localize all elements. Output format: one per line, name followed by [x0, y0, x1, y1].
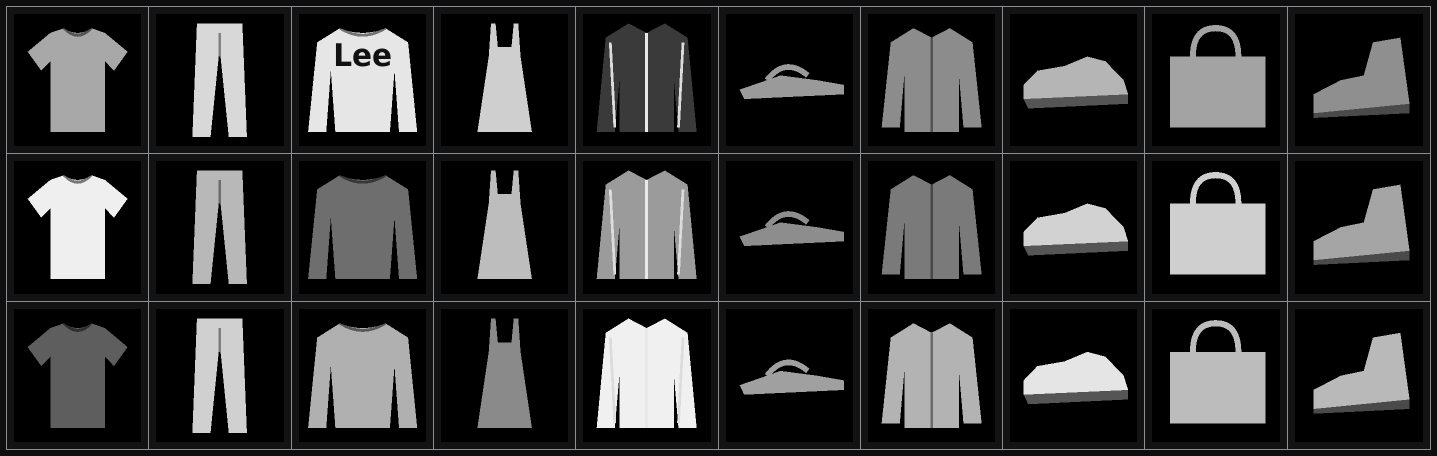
- thumbnail: [867, 308, 996, 442]
- image-cell: [433, 7, 577, 155]
- image-grid: Lee: [6, 6, 1431, 450]
- image-cell: [860, 154, 1004, 302]
- sneaker-icon: [1023, 56, 1129, 109]
- image-cell: [1145, 301, 1288, 449]
- image-cell: [7, 154, 150, 302]
- image-cell: [1145, 154, 1288, 302]
- image-cell: [433, 154, 577, 302]
- thumbnail: [1152, 14, 1280, 147]
- thumbnail: [1010, 14, 1138, 147]
- thumbnail: [725, 14, 853, 147]
- thumbnail: [1152, 161, 1280, 294]
- thumbnail: Lee: [298, 14, 426, 147]
- coat-icon: [596, 170, 697, 280]
- thumbnail: [583, 161, 711, 294]
- thumbnail: [14, 161, 142, 294]
- sandal-icon: [739, 359, 844, 395]
- image-cell: [149, 7, 292, 155]
- image-cell: [1003, 301, 1146, 449]
- image-cell: [860, 7, 1004, 155]
- image-cell: [291, 301, 434, 449]
- thumbnail: [14, 308, 142, 442]
- image-cell: [860, 301, 1004, 449]
- thumbnail: [156, 14, 284, 147]
- image-cell: [433, 301, 577, 449]
- thumbnail: [1152, 308, 1280, 442]
- trouser-icon: [192, 23, 248, 137]
- image-cell: [1287, 301, 1430, 449]
- pullover-icon: Lee: [307, 26, 417, 133]
- thumbnail: [1294, 308, 1423, 442]
- ankle-boot-icon: [1313, 37, 1410, 118]
- thumbnail: [1294, 161, 1423, 294]
- image-cell: [7, 7, 150, 155]
- image-cell: [291, 154, 434, 302]
- thumbnail: [156, 161, 284, 294]
- trouser-icon: [192, 318, 248, 433]
- dress-icon: [477, 23, 532, 133]
- thumbnail: [440, 308, 569, 442]
- image-cell: [1003, 154, 1146, 302]
- tshirt-icon: [27, 27, 128, 133]
- thumbnail: [1294, 14, 1423, 147]
- image-cell: [718, 301, 861, 449]
- thumbnail: [156, 308, 284, 442]
- shirt-icon: [881, 28, 982, 133]
- sneaker-icon: [1023, 351, 1129, 404]
- tshirt-icon: [27, 174, 128, 280]
- image-cell: Lee: [291, 7, 434, 155]
- bag-icon: [1170, 319, 1267, 423]
- thumbnail: [14, 14, 142, 147]
- thumbnail: [298, 308, 426, 442]
- dress-icon: [477, 318, 532, 428]
- coat-icon: [596, 23, 697, 133]
- thumbnail: [583, 308, 711, 442]
- svg-text:Lee: Lee: [333, 38, 392, 74]
- thumbnail: [583, 14, 711, 147]
- ankle-boot-icon: [1313, 332, 1410, 414]
- coat-icon: [596, 318, 697, 428]
- pullover-icon: [307, 321, 417, 428]
- thumbnail: [867, 161, 996, 294]
- thumbnail: [725, 161, 853, 294]
- image-cell: [718, 7, 861, 155]
- sandal-icon: [739, 64, 844, 100]
- ankle-boot-icon: [1313, 184, 1410, 266]
- dress-icon: [477, 170, 532, 280]
- bag-icon: [1170, 172, 1267, 275]
- bag-icon: [1170, 25, 1267, 128]
- thumbnail: [1010, 308, 1138, 442]
- image-cell: [718, 154, 861, 302]
- image-cell: [576, 7, 719, 155]
- image-cell: [1145, 7, 1288, 155]
- image-cell: [149, 154, 292, 302]
- thumbnail: [1010, 161, 1138, 294]
- image-cell: [149, 301, 292, 449]
- image-cell: [576, 301, 719, 449]
- tshirt-icon: [27, 321, 128, 428]
- shirt-icon: [881, 175, 982, 280]
- thumbnail: [867, 14, 996, 147]
- image-cell: [1287, 154, 1430, 302]
- shirt-icon: [881, 322, 982, 428]
- image-cell: [576, 154, 719, 302]
- sandal-icon: [739, 211, 844, 247]
- thumbnail: [298, 161, 426, 294]
- thumbnail: [725, 308, 853, 442]
- pullover-icon: [307, 174, 417, 280]
- image-cell: [1003, 7, 1146, 155]
- image-cell: [1287, 7, 1430, 155]
- trouser-icon: [192, 170, 248, 285]
- image-cell: [7, 301, 150, 449]
- thumbnail: [440, 161, 569, 294]
- sneaker-icon: [1023, 203, 1129, 256]
- thumbnail: [440, 14, 569, 147]
